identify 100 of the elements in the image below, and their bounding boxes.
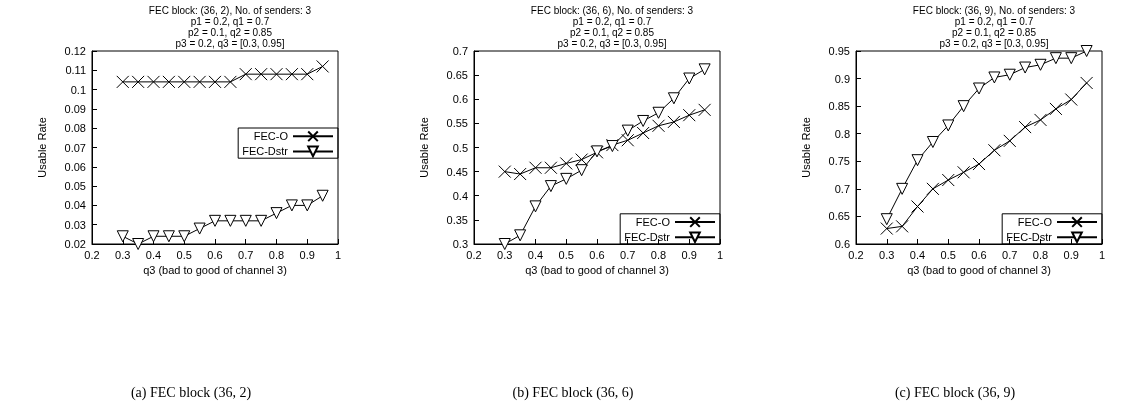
point — [926, 182, 940, 196]
x-tick-label: 0.9 — [299, 248, 315, 261]
point — [926, 135, 939, 148]
y-tick-label: 0.07 — [64, 141, 86, 154]
point — [1080, 76, 1094, 90]
x-axis-title: q3 (bad to good of channel 3) — [907, 263, 1051, 276]
x-tick-label: 0.4 — [909, 248, 926, 261]
x-tick-label: 0.3 — [879, 248, 895, 261]
legend-label: FEC-Dstr — [624, 231, 671, 244]
text: (c) FEC block (36, 9) — [894, 384, 1016, 401]
y-tick-label: 0.45 — [446, 165, 468, 178]
point — [239, 214, 252, 227]
point — [1018, 120, 1032, 134]
point — [896, 182, 909, 195]
point — [132, 238, 145, 250]
chart-title: FEC block: (36, 2), No. of senders: 3 p1 = 0.2, q1 = 0.7 p2 = 0.1, q2 = 0.85 p3 = 0.2, q3 = [0.3, 0.95] — [148, 5, 312, 49]
y-tick-label: 0.09 — [64, 102, 86, 115]
point — [131, 75, 145, 89]
point — [255, 214, 268, 227]
x-tick-label: 1 — [1098, 248, 1106, 261]
y-tick-label: 0.4 — [452, 189, 468, 202]
point — [147, 230, 160, 243]
x-tick-label: 0.6 — [971, 248, 987, 261]
point — [1049, 102, 1063, 116]
point — [177, 75, 191, 89]
x-tick-label: 0.9 — [681, 248, 697, 261]
legend-label: FEC-O — [635, 216, 671, 229]
chart-title: FEC block: (36, 9), No. of senders: 3 p1 = 0.2, q1 = 0.7 p2 = 0.1, q2 = 0.85 p3 = 0.2, q3 = [0.3, 0.95] — [912, 5, 1076, 49]
point — [223, 75, 237, 89]
point — [116, 230, 129, 243]
point — [498, 165, 512, 179]
text: (a) FEC block (36, 2) — [130, 384, 252, 401]
point — [162, 230, 175, 243]
point — [559, 156, 573, 170]
point — [1003, 134, 1017, 148]
legend-label: FEC-Dstr — [242, 145, 289, 158]
point — [1034, 58, 1047, 71]
x-tick-label: 0.7 — [620, 248, 636, 261]
point — [1019, 61, 1032, 74]
point — [239, 67, 253, 81]
x-axis-title: q3 (bad to good of channel 3) — [143, 263, 287, 276]
point — [880, 222, 894, 236]
point — [667, 92, 680, 105]
y-tick-label: 0.95 — [828, 45, 850, 57]
point — [973, 82, 985, 95]
point — [301, 199, 314, 212]
point — [285, 67, 299, 81]
point — [957, 165, 971, 179]
y-tick-label: 0.11 — [65, 64, 86, 77]
y-tick-label: 0.05 — [64, 180, 86, 193]
x-tick-label: 0.2 — [848, 248, 864, 261]
point — [972, 157, 986, 171]
point — [698, 63, 711, 76]
x-tick-label: 0.5 — [940, 248, 956, 261]
y-axis-title: Usable Rate — [417, 117, 430, 178]
point — [652, 106, 665, 119]
y-axis-title: Usable Rate — [799, 117, 812, 178]
point — [698, 103, 712, 117]
point — [652, 119, 665, 133]
point — [1049, 52, 1062, 65]
y-tick-label: 0.75 — [828, 155, 850, 168]
point — [270, 207, 283, 220]
point — [300, 67, 314, 81]
x-tick-label: 0.9 — [1063, 248, 1079, 261]
x-tick-label: 0.8 — [268, 248, 285, 261]
x-tick-label: 0.4 — [527, 248, 544, 261]
y-tick-label: 0.08 — [64, 122, 86, 135]
point — [636, 126, 650, 140]
x-tick-label: 0.3 — [115, 248, 131, 261]
chart-title: FEC block: (36, 6), No. of senders: 3 p1 = 0.2, q1 = 0.7 p2 = 0.1, q2 = 0.85 p3 = 0.2, q3 = [0.3, 0.95] — [530, 5, 694, 49]
point — [285, 199, 298, 212]
y-tick-label: 0.02 — [64, 238, 86, 250]
point — [1080, 45, 1093, 57]
y-tick-label: 0.06 — [64, 160, 86, 173]
point — [116, 75, 130, 89]
x-tick-label: 0.6 — [207, 248, 223, 261]
point — [513, 167, 527, 181]
x-tick-label: 0.5 — [176, 248, 192, 261]
point — [208, 75, 222, 89]
point — [224, 214, 237, 227]
point — [254, 67, 268, 81]
point — [544, 180, 557, 193]
point — [162, 75, 176, 89]
x-tick-label: 0.6 — [589, 248, 605, 261]
y-tick-label: 0.5 — [452, 141, 468, 154]
y-tick-label: 0.3 — [452, 238, 468, 250]
point — [683, 72, 696, 85]
point — [957, 100, 970, 113]
x-tick-label: 0.7 — [238, 248, 254, 261]
y-tick-label: 0.7 — [452, 45, 468, 57]
point — [942, 119, 955, 132]
text: (b) FEC block (36, 6) — [512, 384, 634, 401]
point — [498, 238, 511, 250]
y-tick-label: 0.9 — [834, 72, 850, 85]
x-tick-label: 0.2 — [466, 248, 482, 261]
point — [178, 230, 191, 243]
point — [316, 189, 329, 202]
point — [880, 213, 893, 226]
y-axis-title: Usable Rate — [35, 117, 48, 178]
y-tick-label: 0.8 — [834, 127, 850, 140]
